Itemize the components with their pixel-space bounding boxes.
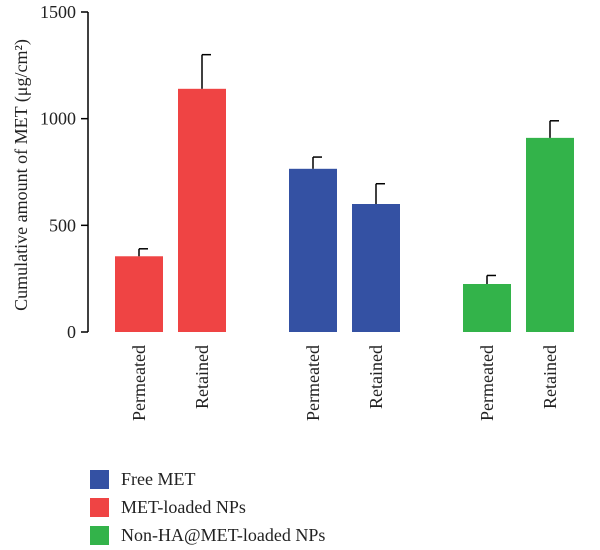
- legend-item: MET-loaded NPs: [90, 494, 325, 520]
- bar: [526, 137, 574, 332]
- y-tick-label: 1500: [40, 2, 76, 22]
- x-tick-label: Retained: [192, 345, 212, 409]
- bar: [115, 256, 163, 332]
- legend-label: Non-HA@MET-loaded NPs: [121, 524, 326, 545]
- x-tick-label: Retained: [540, 345, 560, 409]
- legend-swatch: [90, 497, 109, 517]
- y-ticks: 0 500 1000 1500: [40, 2, 88, 342]
- bars: [115, 88, 574, 332]
- legend-swatch: [90, 469, 109, 489]
- error-bars: [138, 53, 559, 284]
- legend-item: Non-HA@MET-loaded NPs: [90, 522, 325, 548]
- legend: Free MET MET-loaded NPs Non-HA@MET-loade…: [90, 466, 325, 550]
- legend-label: Free MET: [121, 468, 196, 489]
- bar: [289, 168, 337, 332]
- y-tick-label: 0: [67, 322, 76, 342]
- bar: [463, 284, 511, 332]
- x-tick-label: Retained: [366, 345, 386, 409]
- y-axis-label: Cumulative amount of MET (μg/cm²): [11, 39, 32, 311]
- x-tick-labels: Permeated Retained Permeated Retained Permea…: [129, 345, 560, 421]
- legend-swatch: [90, 525, 109, 545]
- legend-item: Free MET: [90, 466, 325, 492]
- x-tick-label: Permeated: [303, 345, 323, 421]
- y-tick-label: 1000: [40, 109, 76, 129]
- x-tick-label: Permeated: [477, 345, 497, 421]
- bar: [352, 204, 400, 332]
- legend-label: MET-loaded NPs: [121, 496, 246, 517]
- bar: [178, 88, 226, 332]
- x-tick-label: Permeated: [129, 345, 149, 421]
- y-tick-label: 500: [49, 215, 76, 235]
